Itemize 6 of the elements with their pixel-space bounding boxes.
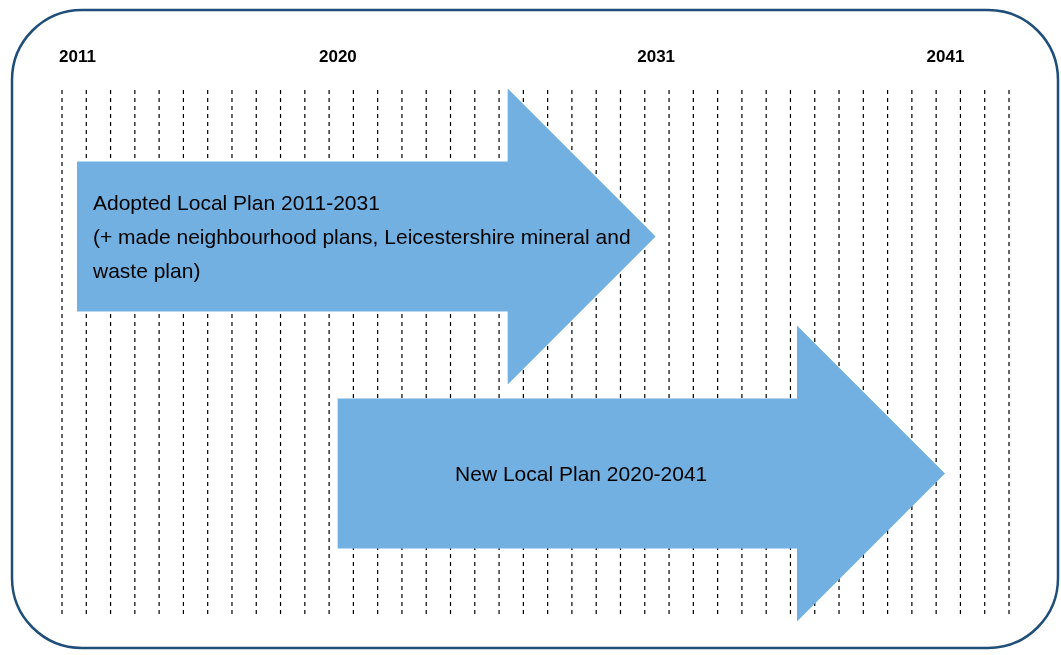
- x-tick-label: 2041: [926, 47, 965, 67]
- x-tick-label: 2031: [637, 47, 676, 67]
- x-tick-label: 2011: [59, 47, 96, 67]
- y-tick-label: Adopted Local Plan 2011-2031 (+ made neighbourhood plans, Leicestershire mineral and waste plan): [92, 190, 631, 282]
- x-tick-label: 2020: [318, 47, 357, 67]
- y-tick-label: New Local Plan 2020-2041: [455, 461, 708, 485]
